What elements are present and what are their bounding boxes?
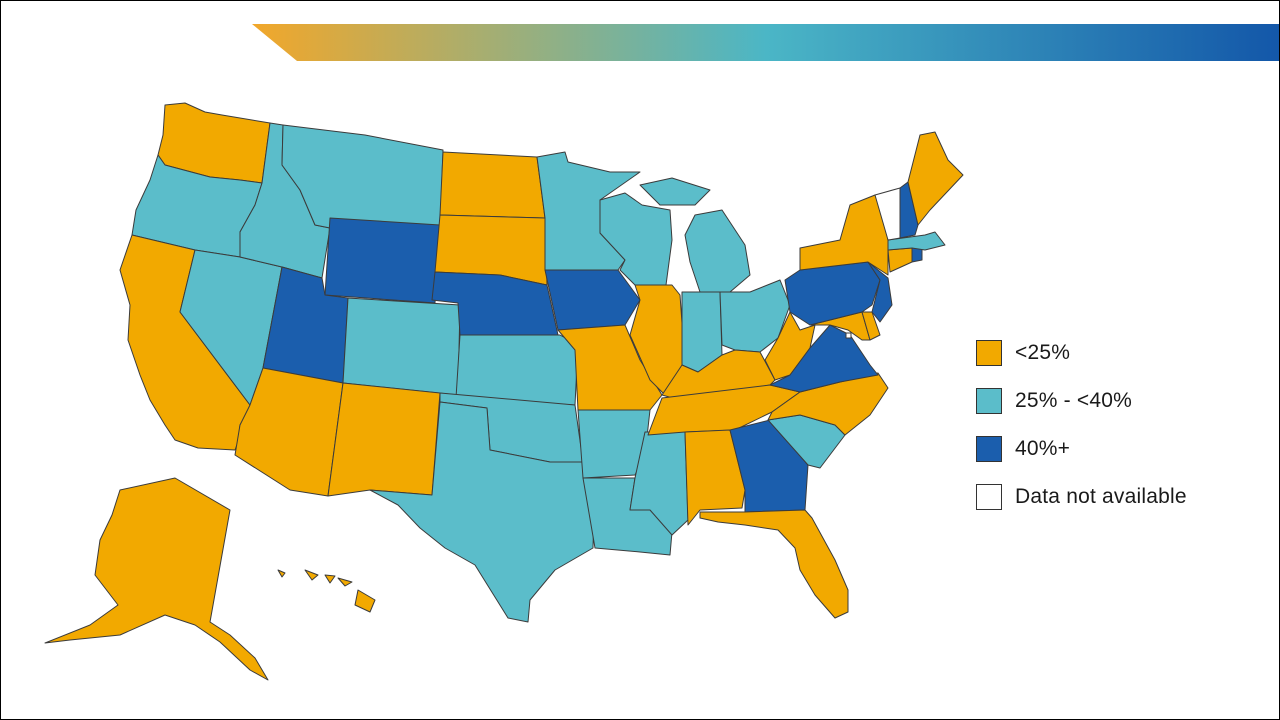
legend-swatch-mid	[976, 388, 1002, 414]
legend-item-mid: 25% - <40%	[976, 384, 1266, 418]
state-rhode-island[interactable]	[911, 247, 923, 263]
legend-item-not-available: Data not available	[976, 480, 1266, 514]
map-legend: <25% 25% - <40% 40%+ Data not available	[976, 336, 1266, 528]
legend-label-not-available: Data not available	[1015, 485, 1187, 508]
legend-label-high: 40%+	[1015, 437, 1071, 460]
state-iowa[interactable]	[544, 269, 641, 331]
state-district-of-columbia[interactable]	[845, 332, 852, 339]
state-new-york[interactable]	[799, 194, 889, 276]
state-virginia[interactable]	[769, 324, 879, 393]
legend-swatch-high	[976, 436, 1002, 462]
state-texas[interactable]	[369, 401, 596, 623]
state-wyoming[interactable]	[324, 217, 441, 304]
state-connecticut[interactable]	[887, 247, 913, 273]
state-new-hampshire[interactable]	[899, 181, 919, 239]
legend-item-low: <25%	[976, 336, 1266, 370]
state-massachusetts[interactable]	[887, 231, 946, 251]
state-alaska[interactable]	[44, 477, 269, 681]
state-hawaii[interactable]	[277, 569, 376, 613]
state-new-jersey[interactable]	[867, 261, 893, 323]
state-missouri[interactable]	[557, 324, 663, 411]
state-north-dakota[interactable]	[439, 151, 546, 219]
legend-swatch-not-available	[976, 484, 1002, 510]
state-new-mexico[interactable]	[327, 382, 441, 497]
state-colorado[interactable]	[342, 297, 461, 396]
state-kansas[interactable]	[455, 334, 579, 406]
state-maine[interactable]	[907, 131, 964, 226]
legend-label-mid: 25% - <40%	[1015, 389, 1132, 412]
legend-item-high: 40%+	[976, 432, 1266, 466]
legend-label-low: <25%	[1015, 341, 1071, 364]
state-delaware[interactable]	[861, 311, 881, 341]
header-gradient-banner	[252, 24, 1280, 61]
state-florida[interactable]	[699, 509, 849, 619]
legend-swatch-low	[976, 340, 1002, 366]
